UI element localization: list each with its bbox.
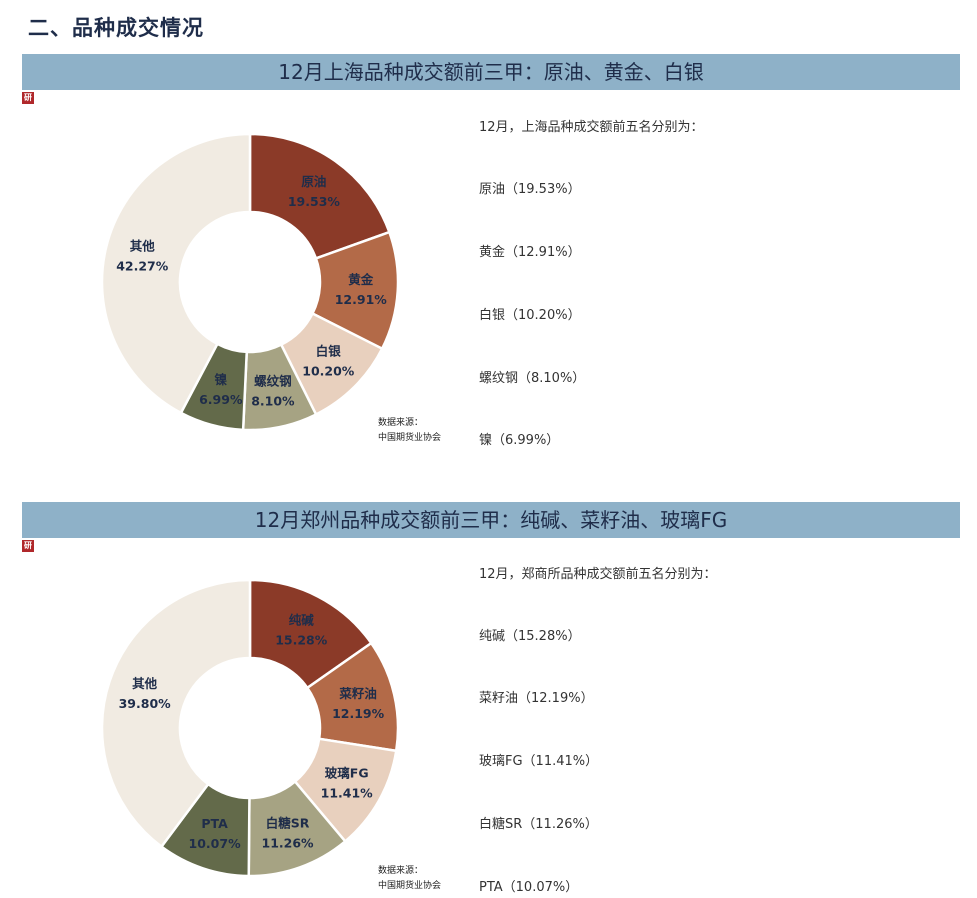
summary-intro: 12月，上海品种成交额前五名分别为： — [479, 120, 704, 135]
slice-value-label: 11.41% — [321, 786, 374, 801]
source-org: 中国期货业协会 — [378, 433, 442, 443]
logo-icon: 研 — [22, 92, 34, 104]
slice-value-label: 42.27% — [116, 258, 169, 273]
summary-item: 白糖SR（11.26%） — [479, 817, 598, 832]
slice-category-label: 玻璃FG — [325, 766, 369, 781]
donut-chart-shanghai: 原油 19.53% 黄金 12.91% 白银 10.20% 螺纹钢 8.10% 镍 6.99% 其他… — [100, 132, 400, 432]
slice-value-label: 10.20% — [302, 364, 355, 379]
slice-category-label: PTA — [201, 816, 228, 831]
slice-category-label: 白银 — [316, 344, 342, 359]
pie-slice-0 — [248, 578, 373, 690]
slice-category-label: 白糖SR — [266, 815, 310, 830]
source-label: 数据来源： — [378, 418, 424, 428]
page-title: 二、品种成交情况 — [28, 16, 204, 40]
slice-category-label: 螺纹钢 — [254, 374, 292, 389]
slice-category-label: 黄金 — [348, 272, 374, 287]
source-note: 数据来源： 中国期货业协会 — [378, 864, 441, 894]
section-banner-zhengzhou: 12月郑州品种成交额前三甲：纯碱、菜籽油、玻璃FG — [22, 502, 960, 538]
slice-value-label: 6.99% — [199, 392, 243, 407]
slice-category-label: 菜籽油 — [338, 686, 377, 701]
slice-value-label: 15.28% — [275, 633, 328, 648]
summary-item: 纯碱（15.28%） — [479, 629, 581, 644]
summary-item: 菜籽油（12.19%） — [479, 691, 594, 706]
summary-item: 原油（19.53%） — [479, 182, 581, 197]
summary-intro: 12月，郑商所品种成交额前五名分别为： — [479, 567, 717, 582]
slice-category-label: 原油 — [301, 174, 326, 189]
summary-item: PTA（10.07%） — [479, 880, 579, 895]
summary-item: 螺纹钢（8.10%） — [479, 371, 586, 386]
source-org: 中国期货业协会 — [378, 881, 442, 891]
slice-category-label: 其他 — [130, 238, 156, 253]
slice-value-label: 10.07% — [189, 836, 242, 851]
slice-category-label: 纯碱 — [289, 613, 315, 628]
slice-value-label: 39.80% — [119, 696, 172, 711]
section-banner-shanghai: 12月上海品种成交额前三甲：原油、黄金、白银 — [22, 54, 960, 90]
summary-item: 白银（10.20%） — [479, 308, 581, 323]
summary-item: 黄金（12.91%） — [479, 245, 581, 260]
pie-slice-0 — [248, 132, 391, 261]
slice-category-label: 其他 — [132, 676, 158, 691]
slice-value-label: 12.91% — [335, 292, 388, 307]
slice-category-label: 镍 — [215, 372, 228, 387]
slice-value-label: 12.19% — [332, 706, 385, 721]
slice-value-label: 19.53% — [288, 194, 341, 209]
pie-slice-5 — [100, 132, 252, 415]
summary-item: 镍（6.99%） — [479, 433, 560, 448]
logo-icon: 研 — [22, 540, 34, 552]
summary-item: 玻璃FG（11.41%） — [479, 754, 599, 769]
slice-value-label: 8.10% — [251, 394, 295, 409]
donut-chart-zhengzhou: 纯碱 15.28% 菜籽油 12.19% 玻璃FG 11.41% 白糖SR 11.26% PTA… — [100, 578, 400, 878]
slice-value-label: 11.26% — [262, 835, 315, 850]
source-label: 数据来源： — [378, 866, 424, 876]
source-note: 数据来源： 中国期货业协会 — [378, 416, 441, 446]
pie-slice-5 — [100, 578, 252, 849]
